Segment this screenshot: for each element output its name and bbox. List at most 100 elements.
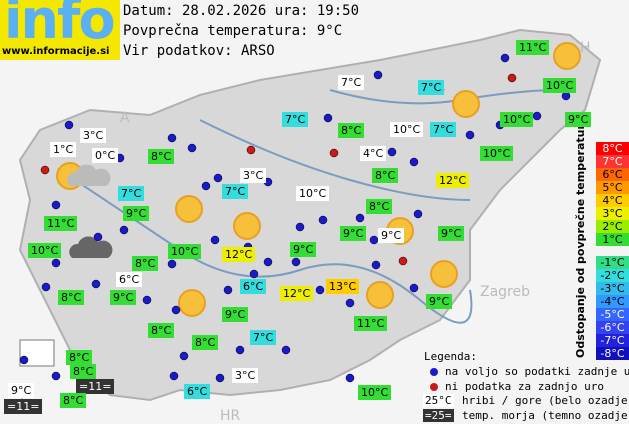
legend-mountain: hribi / gore (belo ozadje) <box>462 394 629 407</box>
scale-step: -8°C <box>596 347 629 360</box>
station-dot <box>169 371 179 381</box>
station-dot <box>19 355 29 365</box>
station-dot <box>142 295 152 305</box>
missing-dot <box>507 73 517 83</box>
logo-text: info <box>4 0 116 51</box>
temperature-label: 3°C <box>80 128 107 143</box>
temperature-label: =11= <box>4 399 43 414</box>
station-dot <box>119 225 129 235</box>
map-label: H <box>580 40 591 56</box>
map-label: I <box>20 390 25 406</box>
legend-missing: ni podatka za zadnjo uro <box>445 380 604 393</box>
station-dot <box>179 351 189 361</box>
station-dot <box>51 258 61 268</box>
temperature-label: 10°C <box>28 243 62 258</box>
legend-dot-red <box>430 383 438 391</box>
station-dot <box>369 235 379 245</box>
temperature-label: 7°C <box>222 184 249 199</box>
logo: info www.informacije.si <box>0 0 120 60</box>
scale-step: 3°C <box>596 207 629 220</box>
station-dot <box>215 373 225 383</box>
temperature-label: 7°C <box>282 112 309 127</box>
sun-icon <box>175 195 203 223</box>
temperature-label: 10°C <box>500 112 534 127</box>
temperature-label: 9°C <box>340 226 367 241</box>
station-dot <box>41 282 51 292</box>
temperature-label: 9°C <box>378 228 405 243</box>
sun-icon <box>553 42 581 70</box>
temperature-label: 4°C <box>360 146 387 161</box>
country-shape <box>18 28 602 402</box>
station-dot <box>532 111 542 121</box>
station-dot <box>187 143 197 153</box>
scale-step: -4°C <box>596 295 629 308</box>
scale-step: 2°C <box>596 220 629 233</box>
temperature-label: 6°C <box>116 272 143 287</box>
temperature-label: 10°C <box>480 146 514 161</box>
river <box>59 169 473 324</box>
sun-icon <box>430 260 458 288</box>
scale-step: 8°C <box>596 142 629 155</box>
legend-title: Legenda: <box>424 350 477 363</box>
temperature-label: 6°C <box>240 279 267 294</box>
legend-dot-blue <box>430 368 438 376</box>
temperature-label: 9°C <box>8 383 35 398</box>
station-dot <box>51 371 61 381</box>
temperature-label: 11°C <box>516 40 550 55</box>
station-dot <box>295 222 305 232</box>
scale-step: -2°C <box>596 269 629 282</box>
scale-step: 4°C <box>596 194 629 207</box>
temperature-label: 12°C <box>436 173 470 188</box>
station-dot <box>465 130 475 140</box>
station-dot <box>561 91 571 101</box>
temperature-label: 10°C <box>358 385 392 400</box>
station-dot <box>371 260 381 270</box>
scale-step: -5°C <box>596 308 629 321</box>
missing-dot <box>40 165 50 175</box>
temperature-label: 8°C <box>70 364 97 379</box>
sun-icon <box>452 90 480 118</box>
temperature-label: 3°C <box>240 168 267 183</box>
river <box>199 119 471 201</box>
temperature-label: 12°C <box>222 247 256 262</box>
site-url: www.informacije.si <box>2 46 110 57</box>
sun-icon <box>233 212 261 240</box>
temperature-label: 8°C <box>148 323 175 338</box>
scale-step: -1°C <box>596 256 629 269</box>
missing-dot <box>329 148 339 158</box>
temperature-label: 9°C <box>290 242 317 257</box>
scale-step: 7°C <box>596 155 629 168</box>
temperature-label: 10°C <box>543 78 577 93</box>
station-dot <box>315 285 325 295</box>
temperature-label: 7°C <box>118 186 145 201</box>
cloud-icon <box>67 164 111 186</box>
station-dot <box>409 283 419 293</box>
scale-title: Odstopanje od povprečne temperature: <box>574 112 587 358</box>
temperature-label: =11= <box>76 379 115 394</box>
station-dot <box>64 120 74 130</box>
temperature-label: 8°C <box>192 335 219 350</box>
temperature-label: 7°C <box>338 75 365 90</box>
legend-mountain-sample: 25°C <box>423 394 454 407</box>
temperature-label: 7°C <box>250 330 277 345</box>
station-dot <box>387 147 397 157</box>
temperature-label: 6°C <box>184 384 211 399</box>
temperature-label: 1°C <box>50 142 77 157</box>
scale-step: 6°C <box>596 168 629 181</box>
temperature-label: 8°C <box>366 199 393 214</box>
missing-dot <box>246 145 256 155</box>
sun-icon <box>178 289 206 317</box>
station-dot <box>223 285 233 295</box>
scale-step: -6°C <box>596 321 629 334</box>
station-dot <box>201 181 211 191</box>
station-dot <box>249 269 259 279</box>
scale-step: -3°C <box>596 282 629 295</box>
temperature-label: 7°C <box>418 80 445 95</box>
sun-icon <box>366 281 394 309</box>
station-dot <box>409 157 419 167</box>
temperature-label: 11°C <box>44 216 78 231</box>
station-dot <box>500 53 510 63</box>
temperature-label: 8°C <box>372 168 399 183</box>
station-dot <box>93 232 103 242</box>
